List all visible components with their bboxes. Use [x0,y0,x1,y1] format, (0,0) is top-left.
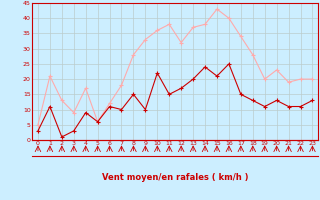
Text: Vent moyen/en rafales ( km/h ): Vent moyen/en rafales ( km/h ) [102,172,248,182]
